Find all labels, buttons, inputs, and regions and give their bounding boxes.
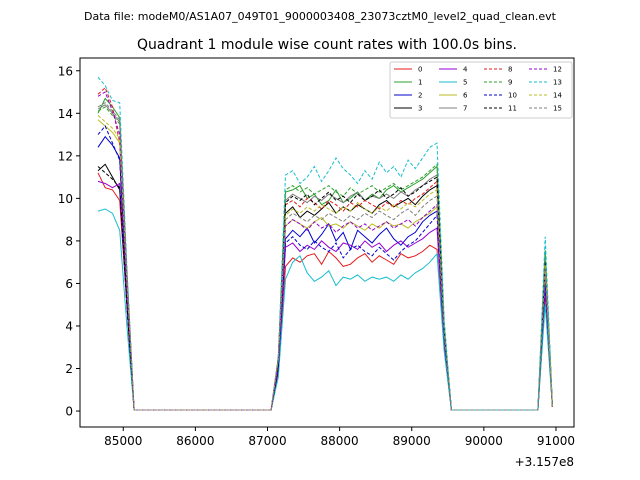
y-axis: 0 2 4 6 8 10 12 14 16 — [58, 64, 80, 419]
legend-label-8: 8 — [508, 66, 512, 74]
legend-label-5: 5 — [463, 79, 467, 87]
legend-label-1: 1 — [418, 79, 422, 87]
plot-area — [97, 76, 553, 411]
x-axis: 85000 86000 87000 88000 89000 90000 91000 — [104, 427, 575, 448]
legend-label-11: 11 — [508, 105, 517, 113]
y-tick-label: 8 — [65, 234, 73, 248]
y-tick-label: 4 — [65, 319, 73, 333]
series-line-15 — [97, 102, 553, 411]
axes-frame — [79, 57, 575, 428]
legend-label-14: 14 — [553, 92, 562, 100]
legend-label-0: 0 — [418, 66, 422, 74]
legend-label-12: 12 — [553, 66, 562, 74]
y-tick-label: 0 — [65, 405, 73, 419]
suptitle: Data file: modeM0/AS1A07_049T01_90000034… — [84, 10, 557, 23]
legend-label-13: 13 — [553, 79, 562, 87]
x-tick-label: 86000 — [176, 434, 214, 448]
y-tick-label: 16 — [58, 64, 73, 78]
x-tick-label: 90000 — [465, 434, 503, 448]
legend-label-3: 3 — [418, 105, 422, 113]
legend-label-10: 10 — [508, 92, 517, 100]
y-tick-label: 10 — [58, 192, 73, 206]
x-tick-label: 89000 — [393, 434, 431, 448]
legend-label-6: 6 — [463, 92, 468, 100]
chart-title: Quadrant 1 module wise count rates with … — [137, 37, 517, 53]
legend-box — [389, 61, 573, 119]
y-tick-label: 12 — [58, 149, 73, 163]
x-tick-label: 87000 — [248, 434, 286, 448]
legend-label-9: 9 — [508, 79, 512, 87]
x-tick-label: 91000 — [537, 434, 575, 448]
y-tick-label: 2 — [65, 362, 73, 376]
x-tick-label: 85000 — [104, 434, 142, 448]
y-tick-label: 6 — [65, 277, 73, 291]
y-tick-label: 14 — [58, 107, 73, 121]
legend-label-2: 2 — [418, 92, 422, 100]
legend-label-7: 7 — [463, 105, 467, 113]
legend-label-4: 4 — [463, 66, 468, 74]
legend-label-15: 15 — [553, 105, 562, 113]
x-offset-label: +3.157e8 — [515, 455, 574, 469]
x-tick-label: 88000 — [321, 434, 359, 448]
